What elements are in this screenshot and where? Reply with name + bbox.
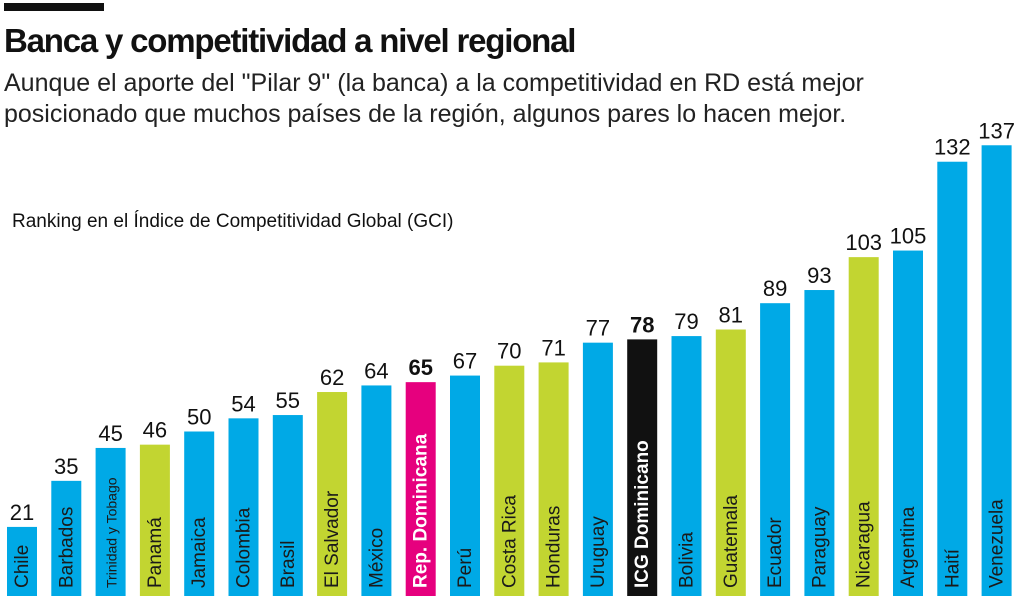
value-label-chile: 21 (10, 500, 34, 525)
y-axis-label: Ranking en el Índice de Competitividad G… (12, 211, 454, 232)
category-label-nicaragua: Nicaragua (854, 501, 875, 588)
bar-panama (139, 444, 170, 596)
bar-haiti (937, 161, 968, 596)
bar-honduras (538, 362, 569, 596)
bar-el-salvador (317, 392, 348, 596)
value-label-mexico: 64 (364, 358, 388, 383)
bar-icg-dominicano (627, 339, 658, 596)
value-label-panama: 46 (143, 418, 167, 443)
bar-peru (450, 375, 480, 596)
category-label-bolivia: Bolivia (677, 532, 698, 588)
chart-subtitle: Aunque el aporte del "Pilar 9" (la banca… (4, 69, 864, 128)
category-label-costa-rica: Costa Rica (499, 495, 520, 588)
category-label-jamaica: Jamaica (189, 517, 210, 588)
category-label-honduras: Honduras (544, 506, 565, 588)
bar-uruguay (582, 342, 613, 596)
chart-title: Banca y competitividad a nivel regional (4, 22, 576, 59)
value-label-costa-rica: 70 (497, 339, 521, 364)
value-label-el-salvador: 62 (320, 365, 344, 390)
value-label-bolivia: 79 (674, 309, 698, 334)
top-rule (4, 3, 104, 11)
category-label-mexico: México (366, 528, 387, 588)
bar-bolivia (671, 336, 702, 596)
bar-ecuador (760, 303, 791, 596)
value-label-haiti: 132 (934, 135, 971, 160)
value-label-icg-dominicano: 78 (630, 312, 654, 337)
value-label-rep-dominicana: 65 (408, 355, 432, 380)
bar-trinidad-y-tobago (95, 447, 126, 596)
bar-nicaragua (848, 257, 879, 596)
category-label-argentina: Argentina (898, 506, 919, 588)
category-label-icg-dominicano: ICG Dominicano (632, 440, 653, 588)
value-label-honduras: 71 (541, 335, 565, 360)
category-label-barbados: Barbados (56, 507, 77, 588)
category-label-haiti: Haití (942, 548, 963, 588)
bar-paraguay (804, 290, 835, 596)
value-label-venezuela: 137 (978, 118, 1015, 143)
category-label-chile: Chile (12, 545, 33, 588)
bar-barbados (51, 480, 82, 596)
value-label-ecuador: 89 (763, 276, 787, 301)
value-label-guatemala: 81 (719, 303, 743, 328)
value-label-uruguay: 77 (586, 316, 610, 341)
value-label-brasil: 55 (276, 388, 300, 413)
value-label-argentina: 105 (890, 224, 927, 249)
bar-guatemala (715, 329, 746, 596)
category-label-brasil: Brasil (278, 540, 299, 588)
category-label-trinidad-y-tobago: Trinidad y Tobago (104, 477, 120, 588)
category-label-colombia: Colombia (234, 507, 255, 588)
category-label-el-salvador: El Salvador (322, 490, 343, 588)
category-label-ecuador: Ecuador (765, 517, 786, 588)
category-label-rep-dominicana: Rep. Dominicana (411, 433, 432, 588)
bar-mexico (361, 385, 392, 596)
bar-colombia (228, 418, 259, 596)
value-label-nicaragua: 103 (845, 230, 882, 255)
bar-brasil (272, 415, 303, 596)
bar-costa-rica (494, 365, 525, 596)
category-label-uruguay: Uruguay (588, 516, 609, 588)
category-label-guatemala: Guatemala (721, 495, 742, 588)
bar-chile (7, 526, 37, 596)
category-label-paraguay: Paraguay (809, 506, 830, 588)
value-label-jamaica: 50 (187, 405, 211, 430)
value-label-colombia: 54 (231, 391, 255, 416)
category-label-peru: Perú (455, 548, 476, 588)
bars-group: 21 Chile 35 Barbados 45 Trinidad y Tobago 46 Pa… (7, 118, 1015, 597)
bar-rep-dominicana (405, 382, 436, 596)
category-label-panama: Panamá (145, 517, 166, 588)
value-label-paraguay: 93 (807, 263, 831, 288)
bar-venezuela (981, 145, 1012, 596)
value-label-peru: 67 (453, 349, 477, 374)
value-label-trinidad-y-tobago: 45 (98, 421, 122, 446)
bar-jamaica (184, 431, 215, 596)
value-label-barbados: 35 (54, 454, 78, 479)
bar-argentina (893, 250, 923, 597)
category-label-venezuela: Venezuela (987, 499, 1008, 588)
